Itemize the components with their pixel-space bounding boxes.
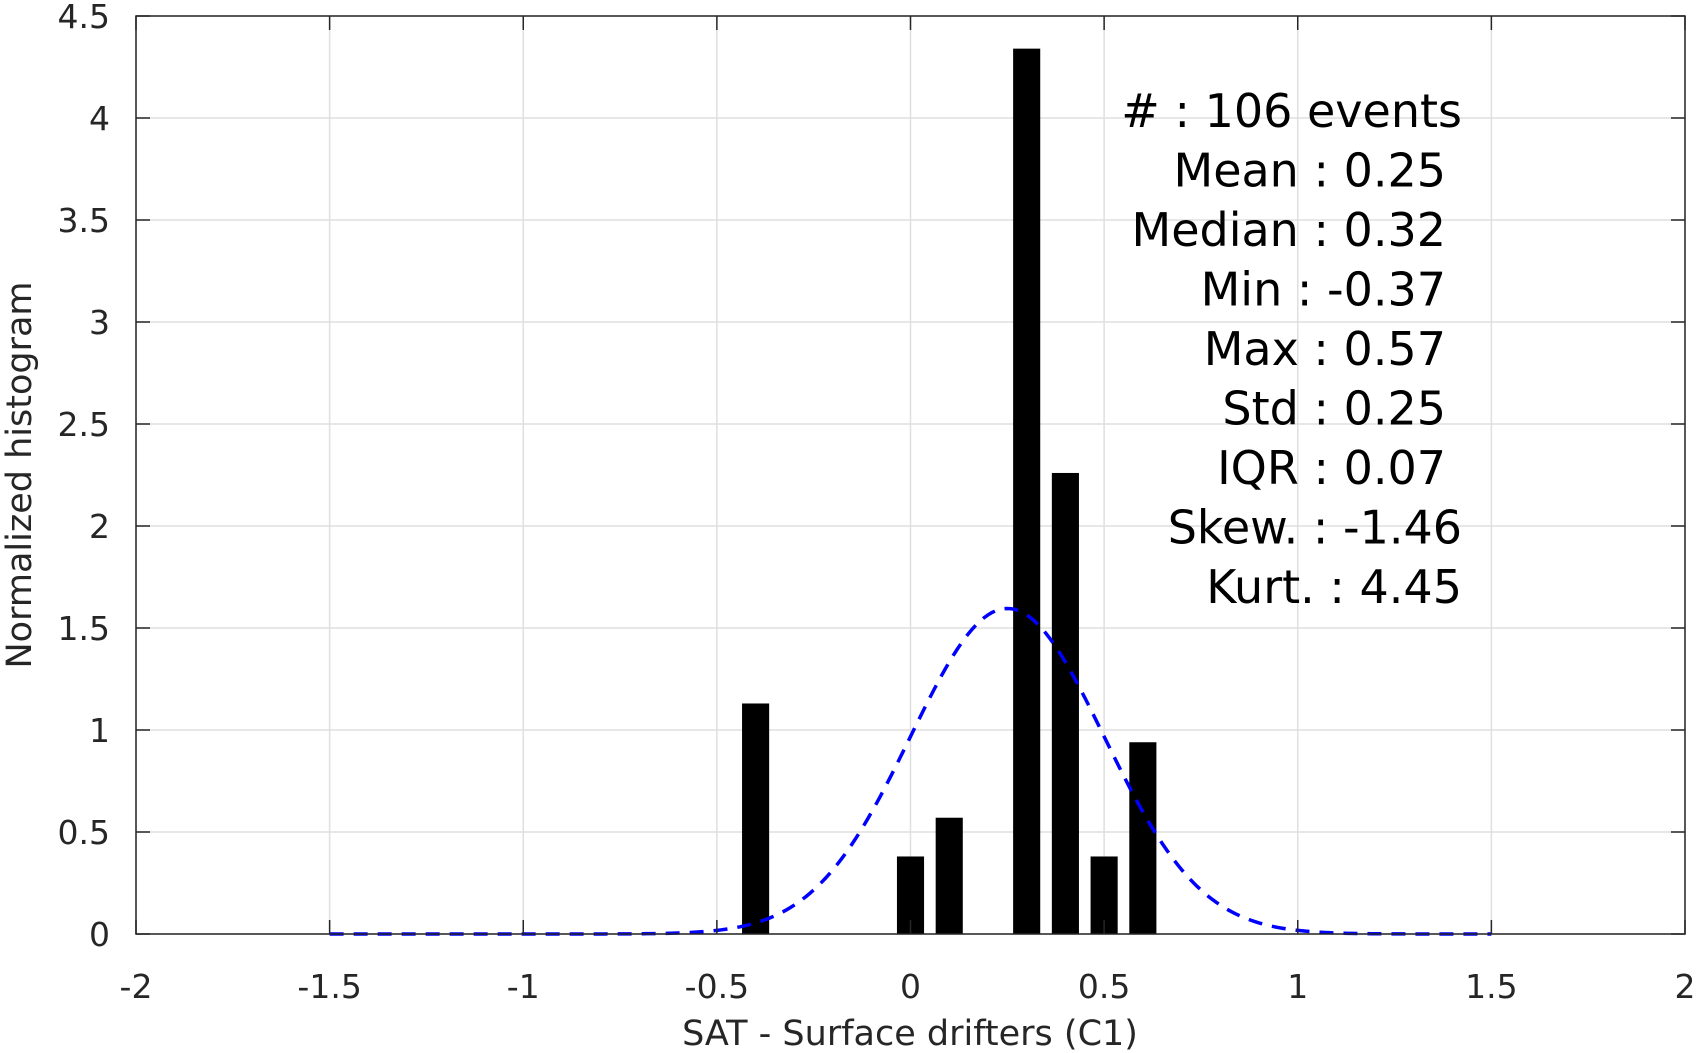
stat-value: : 106 events bbox=[1174, 84, 1462, 138]
stat-label: Kurt. bbox=[1206, 560, 1329, 614]
y-tick-label: 2.5 bbox=[58, 405, 110, 444]
histogram-bar bbox=[742, 703, 770, 934]
stat-value: : 0.57 bbox=[1313, 322, 1446, 376]
stat-line: Max : 0.57 bbox=[1204, 322, 1446, 376]
x-tick-label: 0 bbox=[900, 967, 921, 1006]
stat-line: IQR : 0.07 bbox=[1217, 441, 1446, 495]
stat-value: : -0.37 bbox=[1297, 263, 1446, 317]
x-tick-label: 1.5 bbox=[1465, 967, 1517, 1006]
stat-label: Mean bbox=[1174, 144, 1314, 198]
y-axis-label: Normalized histogram bbox=[0, 281, 40, 668]
stat-value: : 0.25 bbox=[1313, 382, 1446, 436]
stat-value: : 0.25 bbox=[1313, 144, 1446, 198]
x-tick-label: 1 bbox=[1287, 967, 1308, 1006]
y-tick-label: 2 bbox=[89, 507, 110, 546]
y-tick-labels: 0 0.5 1 1.5 2 2.5 3 3.5 4 4.5 bbox=[58, 0, 110, 954]
y-tick-label: 4 bbox=[89, 99, 110, 138]
stat-label: Skew. bbox=[1168, 501, 1313, 555]
stat-label: Min bbox=[1201, 263, 1297, 317]
x-tick-label: -0.5 bbox=[685, 967, 749, 1006]
stat-label: IQR bbox=[1217, 441, 1313, 495]
stat-label: Std bbox=[1222, 382, 1313, 436]
stat-line: Median : 0.32 bbox=[1132, 203, 1446, 257]
stat-line: Mean : 0.25 bbox=[1174, 144, 1447, 198]
stat-value: : 0.07 bbox=[1313, 441, 1446, 495]
histogram-bar bbox=[1013, 48, 1041, 934]
x-tick-label: 0.5 bbox=[1078, 967, 1130, 1006]
y-tick-label: 0.5 bbox=[58, 813, 110, 852]
x-tick-label: -1 bbox=[507, 967, 540, 1006]
histogram-bar bbox=[1051, 472, 1079, 934]
y-tick-label: 1 bbox=[89, 711, 110, 750]
x-tick-label: 2 bbox=[1675, 967, 1696, 1006]
y-tick-label: 0 bbox=[89, 915, 110, 954]
stat-line: Skew. : -1.46 bbox=[1168, 501, 1462, 555]
x-tick-label: -1.5 bbox=[297, 967, 361, 1006]
stat-label: Median bbox=[1132, 203, 1314, 257]
stat-label: # bbox=[1121, 84, 1174, 138]
stat-value: : 4.45 bbox=[1329, 560, 1462, 614]
axes bbox=[135, 15, 1686, 935]
stat-line: Std : 0.25 bbox=[1222, 382, 1446, 436]
stat-line: Kurt. : 4.45 bbox=[1206, 560, 1462, 614]
x-tick-labels: -2 -1.5 -1 -0.5 0 0.5 1 1.5 2 bbox=[120, 967, 1696, 1006]
stat-label: Max bbox=[1204, 322, 1314, 376]
y-tick-label: 1.5 bbox=[58, 609, 110, 648]
y-tick-label: 4.5 bbox=[58, 0, 110, 36]
histogram-bar bbox=[935, 817, 963, 934]
y-tick-label: 3.5 bbox=[58, 201, 110, 240]
stat-value: : -1.46 bbox=[1313, 501, 1462, 555]
stat-line: # : 106 events bbox=[1121, 84, 1462, 138]
plot-frame bbox=[135, 15, 1686, 935]
stat-line: Min : -0.37 bbox=[1201, 263, 1446, 317]
x-axis-label: SAT - Surface drifters (C1) bbox=[682, 1014, 1138, 1053]
y-tick-label: 3 bbox=[89, 303, 110, 342]
stat-value: : 0.32 bbox=[1313, 203, 1446, 257]
histogram-bar bbox=[1129, 742, 1157, 934]
x-tick-label: -2 bbox=[120, 967, 153, 1006]
